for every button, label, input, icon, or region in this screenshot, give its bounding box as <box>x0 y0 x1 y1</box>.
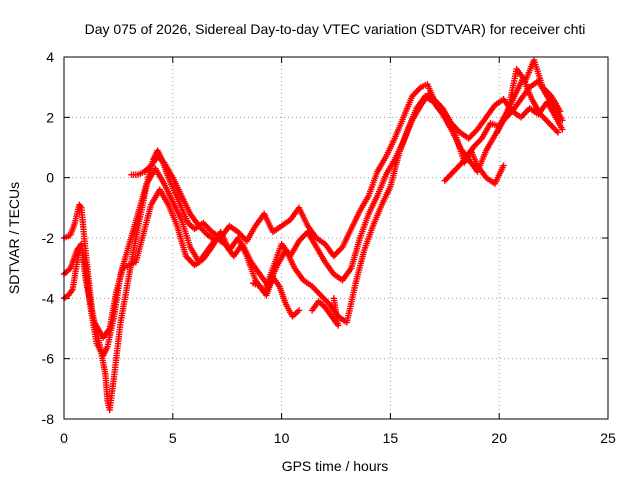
series-trace-c <box>60 56 564 341</box>
data-point <box>295 307 303 314</box>
y-tick-label: 0 <box>46 170 54 186</box>
data-point <box>559 117 566 124</box>
x-tick-label: 15 <box>383 430 399 446</box>
x-tick-label: 25 <box>600 430 616 446</box>
y-axis-label: SDTVAR / TECUs <box>6 182 22 294</box>
data-point <box>213 237 220 245</box>
x-tick-label: 5 <box>169 430 177 446</box>
data-point <box>556 108 564 115</box>
series-trace-d <box>128 153 220 245</box>
y-tick-label: 2 <box>46 109 54 125</box>
data-point <box>330 295 338 302</box>
chart-title: Day 075 of 2026, Sidereal Day-to-day VTE… <box>85 21 586 37</box>
y-tick-label: -6 <box>42 351 55 367</box>
x-tick-label: 20 <box>491 430 507 446</box>
series-trace-g <box>441 147 507 187</box>
series-trace-e <box>250 274 303 320</box>
data-point <box>559 126 566 133</box>
data-point <box>500 162 507 169</box>
x-tick-label: 10 <box>274 430 290 446</box>
y-tick-label: -4 <box>42 290 55 306</box>
x-axis-label: GPS time / hours <box>282 458 389 474</box>
x-tick-label: 0 <box>60 430 68 446</box>
y-tick-label: 4 <box>46 49 54 65</box>
y-tick-label: -2 <box>42 230 55 246</box>
y-tick-label: -8 <box>42 411 55 427</box>
series-trace-f <box>308 295 342 329</box>
tick-layer: 0 5 10 15 20 25 -8 -6 -4 -2 0 2 4 <box>42 49 616 446</box>
data-point <box>554 129 562 136</box>
data-layer <box>60 56 566 414</box>
plot-frame <box>63 56 609 420</box>
series-trace-h <box>493 74 562 136</box>
